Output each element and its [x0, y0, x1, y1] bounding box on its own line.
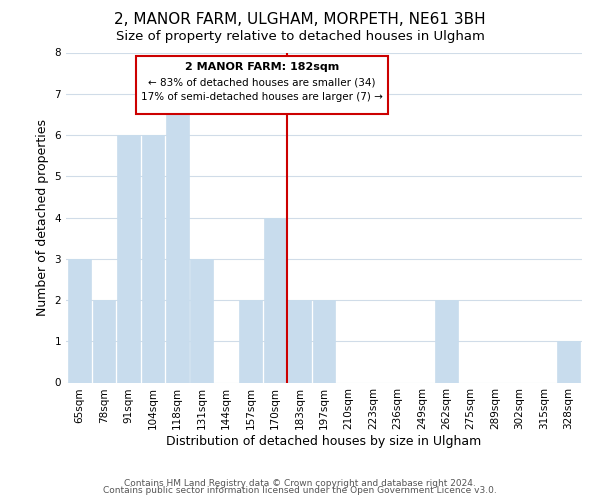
Bar: [92, 300, 115, 382]
Bar: [239, 300, 262, 382]
Text: 17% of semi-detached houses are larger (7) →: 17% of semi-detached houses are larger (…: [141, 92, 383, 102]
Text: Contains HM Land Registry data © Crown copyright and database right 2024.: Contains HM Land Registry data © Crown c…: [124, 478, 476, 488]
Text: 2, MANOR FARM, ULGHAM, MORPETH, NE61 3BH: 2, MANOR FARM, ULGHAM, MORPETH, NE61 3BH: [114, 12, 486, 28]
Bar: [264, 218, 286, 382]
Bar: [117, 135, 140, 382]
Bar: [435, 300, 458, 382]
Text: Contains public sector information licensed under the Open Government Licence v3: Contains public sector information licen…: [103, 486, 497, 495]
Text: 2 MANOR FARM: 182sqm: 2 MANOR FARM: 182sqm: [185, 62, 339, 72]
Bar: [142, 135, 164, 382]
Y-axis label: Number of detached properties: Number of detached properties: [36, 119, 49, 316]
Text: Size of property relative to detached houses in Ulgham: Size of property relative to detached ho…: [116, 30, 484, 43]
FancyBboxPatch shape: [136, 56, 388, 114]
Bar: [166, 94, 188, 382]
Bar: [190, 259, 213, 382]
Text: ← 83% of detached houses are smaller (34): ← 83% of detached houses are smaller (34…: [148, 77, 376, 87]
Bar: [313, 300, 335, 382]
Bar: [288, 300, 311, 382]
X-axis label: Distribution of detached houses by size in Ulgham: Distribution of detached houses by size …: [166, 435, 482, 448]
Bar: [557, 341, 580, 382]
Bar: [68, 259, 91, 382]
